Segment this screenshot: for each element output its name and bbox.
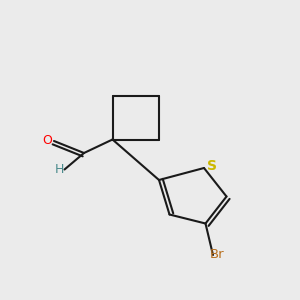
Text: H: H bbox=[54, 163, 64, 176]
Text: S: S bbox=[206, 160, 217, 173]
Text: O: O bbox=[43, 134, 52, 148]
Text: Br: Br bbox=[209, 248, 224, 262]
